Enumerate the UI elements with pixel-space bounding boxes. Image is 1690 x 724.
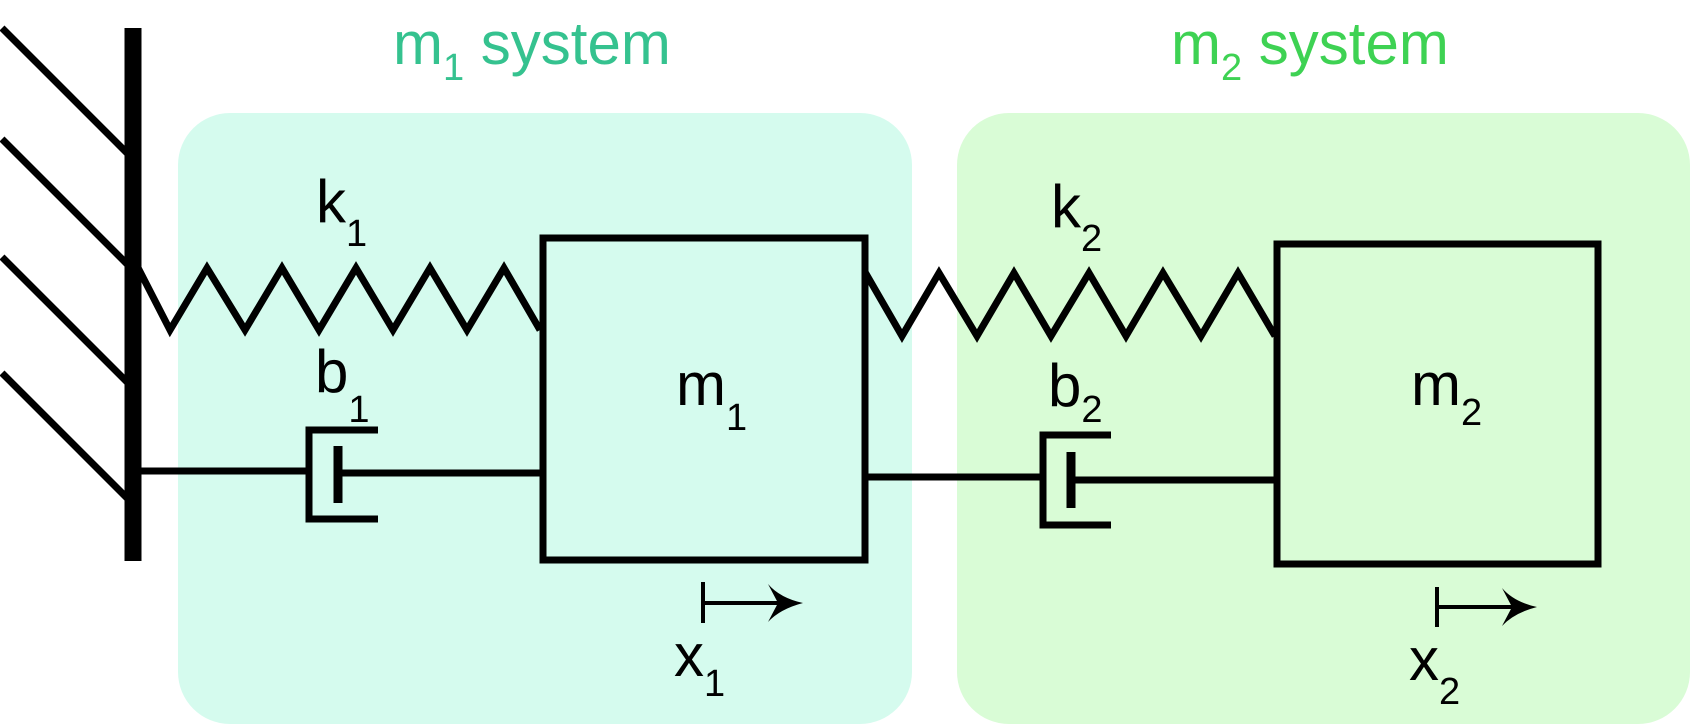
damper-b1 [133,426,540,523]
damper-b2 [865,431,1276,529]
wall-hatch-line [0,254,136,391]
m2-system-region [957,113,1690,724]
spring-k1 [129,256,544,338]
spring-k2 [861,266,1279,343]
m2-system-title: m2 system [1171,10,1449,89]
displacement-x1-label: x1 [674,622,725,705]
wall-hatch-line [0,370,136,507]
wall-hatch-line [0,25,136,162]
mass-m1-label: m1 [676,351,747,439]
displacement-x2-label: x2 [1409,626,1460,713]
mass-m2-block [1273,240,1602,568]
spring-k1-label: k1 [316,168,367,255]
mass-m2-label: m2 [1411,351,1482,434]
damper-b1-label: b1 [315,338,370,431]
damper-b2-label: b2 [1048,352,1103,431]
displacement-x2-arrowhead [1502,588,1537,626]
spring-k2-label: k2 [1051,173,1102,260]
wall-hatch-line [0,136,136,273]
fixed-wall [0,25,142,561]
m1-system-title: m1 system [393,10,671,89]
damper-b1-cylinder [305,426,378,523]
damper-b2-cylinder [1039,431,1111,529]
displacement-x2-arrow [1435,587,1537,627]
mass-m1-block [539,234,869,564]
displacement-x1-arrowhead [768,584,803,622]
displacement-x1-arrow [701,582,803,623]
